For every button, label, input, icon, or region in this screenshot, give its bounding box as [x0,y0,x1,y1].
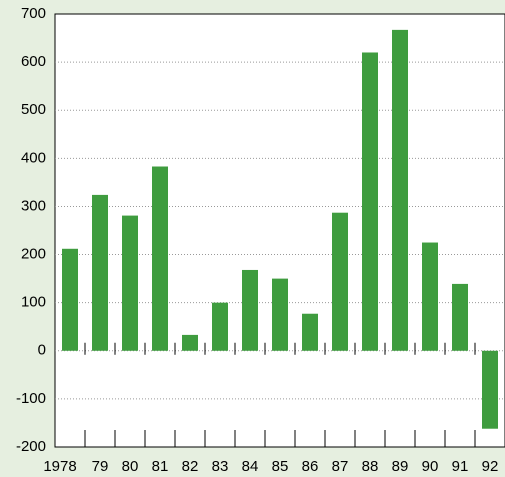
x-tick-label: 91 [452,458,469,475]
x-tick-label: 80 [122,458,139,475]
x-tick-label: 89 [392,458,409,475]
bar [92,194,108,351]
bar [212,302,228,351]
x-tick-label: 87 [332,458,349,475]
y-tick-label: 500 [21,101,46,118]
x-tick-label: 82 [182,458,199,475]
y-tick-label: 300 [21,197,46,214]
bar [122,215,138,351]
bar [452,283,468,351]
x-tick-label: 79 [92,458,109,475]
bar [362,52,378,351]
bar [242,269,258,351]
x-tick-label: 85 [272,458,289,475]
x-tick-label: 88 [362,458,379,475]
x-tick-label: 90 [422,458,439,475]
x-tick-label: 84 [242,458,259,475]
bar [272,278,288,351]
x-tick-label: 83 [212,458,229,475]
y-tick-label: -200 [16,438,46,455]
bar [182,334,198,351]
y-tick-label: 100 [21,294,46,311]
bar [152,166,168,351]
x-tick-label: 1978 [43,458,76,475]
bar [302,313,318,351]
y-tick-label: 700 [21,5,46,22]
bar [332,212,348,351]
bar [422,242,438,351]
y-tick-label: 200 [21,246,46,263]
y-tick-label: 0 [38,342,46,359]
x-tick-label: 86 [302,458,319,475]
bar [482,350,498,429]
x-tick-label: 92 [482,458,499,475]
y-tick-label: -100 [16,390,46,407]
y-tick-label: 400 [21,149,46,166]
x-tick-label: 81 [152,458,169,475]
bar [392,29,408,351]
y-tick-label: 600 [21,53,46,70]
bar [62,248,78,351]
